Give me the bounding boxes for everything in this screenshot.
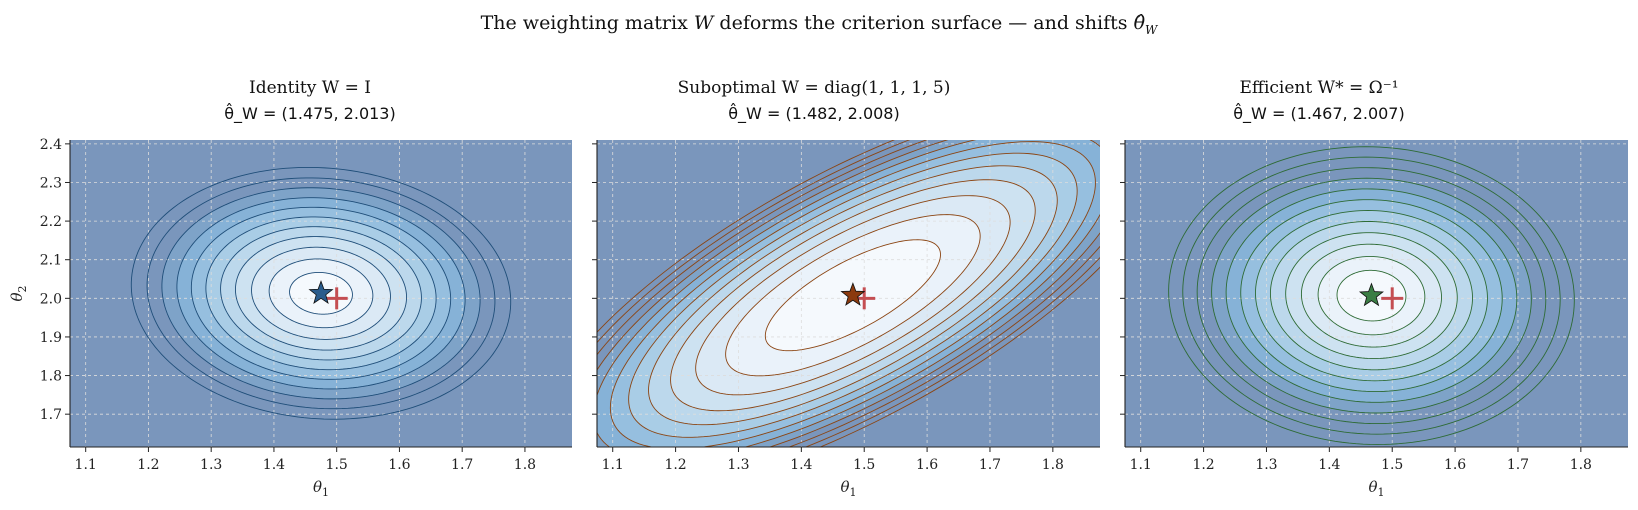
contour-line	[1211, 177, 1532, 414]
panel-0: 1.1 1.2 1.3 1.4 1.5 1.6 1.7 1.8 1.7 1.8 1.9 2.0 2.1 2…	[8, 137, 572, 499]
x-tick-label: 1.4	[790, 457, 812, 473]
panel-title-suboptimal: Suboptimal W = diag(1, 1, 1, 5) θ̂_W = (…	[554, 76, 1074, 126]
x-tick-label: 1.8	[514, 457, 536, 473]
x-tick-label: 1.2	[1192, 457, 1214, 473]
contour-line	[176, 197, 466, 390]
contour-line	[648, 165, 1058, 426]
y-tick-label: 1.7	[40, 407, 62, 423]
contour-line	[597, 140, 1100, 447]
contour-line	[1168, 146, 1575, 445]
panel-title-line1: Identity W = I	[249, 78, 371, 98]
estimate-star-marker	[840, 282, 866, 306]
x-tick-label: 1.8	[1570, 457, 1592, 473]
contour-line	[597, 140, 1100, 447]
x-tick-label: 1.1	[1130, 457, 1152, 473]
x-tick-label: 1.8	[1042, 457, 1064, 473]
figure-title: The weighting matrix W deforms the crite…	[480, 12, 1158, 37]
contour-line	[670, 179, 1036, 412]
x-tick-label: 1.5	[326, 457, 348, 473]
y-axis-label: θ2	[8, 285, 29, 301]
contour-line	[1182, 156, 1561, 435]
x-tick-label: 1.7	[979, 457, 1001, 473]
x-axis-label: θ1	[840, 478, 856, 499]
contour-line	[1196, 167, 1547, 425]
contour-line	[205, 216, 437, 371]
contour-line	[130, 166, 512, 420]
estimate-star-marker	[1358, 282, 1384, 307]
panel-title-efficient: Efficient W* = Ω⁻¹ θ̂_W = (1.467, 2.007)	[1059, 76, 1579, 126]
contour-line	[268, 258, 374, 329]
contour-area	[597, 140, 1100, 447]
estimate-star-marker	[308, 280, 334, 304]
x-tick-label: 1.5	[1381, 457, 1403, 473]
y-tick-label: 2.0	[40, 291, 62, 307]
contour-line	[1336, 269, 1407, 322]
contour-line	[220, 226, 422, 361]
contour-line	[251, 246, 391, 340]
contour-line	[1317, 255, 1426, 336]
y-tick-label: 1.9	[40, 330, 62, 346]
y-tick-label: 2.3	[40, 175, 62, 191]
contour-line	[725, 214, 981, 377]
panel-title-line1: Efficient W* = Ω⁻¹	[1239, 78, 1399, 98]
x-tick-label: 1.5	[853, 457, 875, 473]
x-tick-label: 1.2	[137, 457, 159, 473]
contour-line	[190, 206, 452, 380]
x-axis-label: θ1	[313, 478, 329, 499]
contour-line	[146, 177, 496, 410]
x-tick-label: 1.7	[1507, 457, 1529, 473]
x-tick-label: 1.6	[388, 457, 410, 473]
x-tick-label: 1.3	[1255, 457, 1277, 473]
contour-line	[764, 239, 941, 352]
contour-line	[1240, 199, 1503, 393]
x-tick-label: 1.6	[1444, 457, 1466, 473]
panel-title-identity: Identity W = I θ̂_W = (1.475, 2.013)	[50, 76, 570, 126]
contour-area	[1125, 140, 1628, 447]
y-tick-label: 2.4	[40, 137, 62, 153]
contour-area	[70, 140, 572, 447]
x-axis-label: θ1	[1368, 478, 1384, 499]
x-tick-label: 1.6	[916, 457, 938, 473]
panel-title-line2: θ̂_W = (1.482, 2.008)	[728, 104, 900, 123]
contour-line	[289, 271, 353, 315]
x-tick-label: 1.3	[727, 457, 749, 473]
x-tick-label: 1.3	[200, 457, 222, 473]
contour-line	[695, 195, 1011, 396]
x-tick-label: 1.4	[1318, 457, 1340, 473]
panel-2: 1.1 1.2 1.3 1.4 1.5 1.6 1.7 1.8 θ1	[1120, 140, 1628, 499]
y-tick-label: 2.2	[40, 214, 62, 230]
contour-line	[161, 187, 481, 400]
x-tick-label: 1.2	[664, 457, 686, 473]
contour-line	[1285, 232, 1458, 360]
y-tick-label: 1.8	[40, 369, 62, 385]
panel-title-line1: Suboptimal W = diag(1, 1, 1, 5)	[677, 78, 951, 98]
contour-line	[1300, 243, 1442, 348]
contour-line	[597, 140, 1100, 447]
contour-line	[597, 140, 1100, 447]
panel-title-line2: θ̂_W = (1.467, 2.007)	[1233, 104, 1405, 123]
y-tick-label: 2.1	[40, 253, 62, 269]
contour-line	[597, 140, 1100, 447]
panel-title-line2: θ̂_W = (1.475, 2.013)	[224, 104, 396, 123]
x-tick-label: 1.1	[75, 457, 97, 473]
contour-line	[628, 152, 1078, 438]
x-tick-label: 1.4	[263, 457, 285, 473]
contour-line	[1225, 188, 1518, 403]
x-tick-label: 1.1	[602, 457, 624, 473]
contour-line	[235, 236, 407, 351]
panel-1: 1.1 1.2 1.3 1.4 1.5 1.6 1.7 1.8 θ1	[592, 140, 1100, 499]
contour-line	[1255, 210, 1488, 382]
contour-line	[1269, 220, 1473, 371]
x-tick-label: 1.7	[451, 457, 473, 473]
